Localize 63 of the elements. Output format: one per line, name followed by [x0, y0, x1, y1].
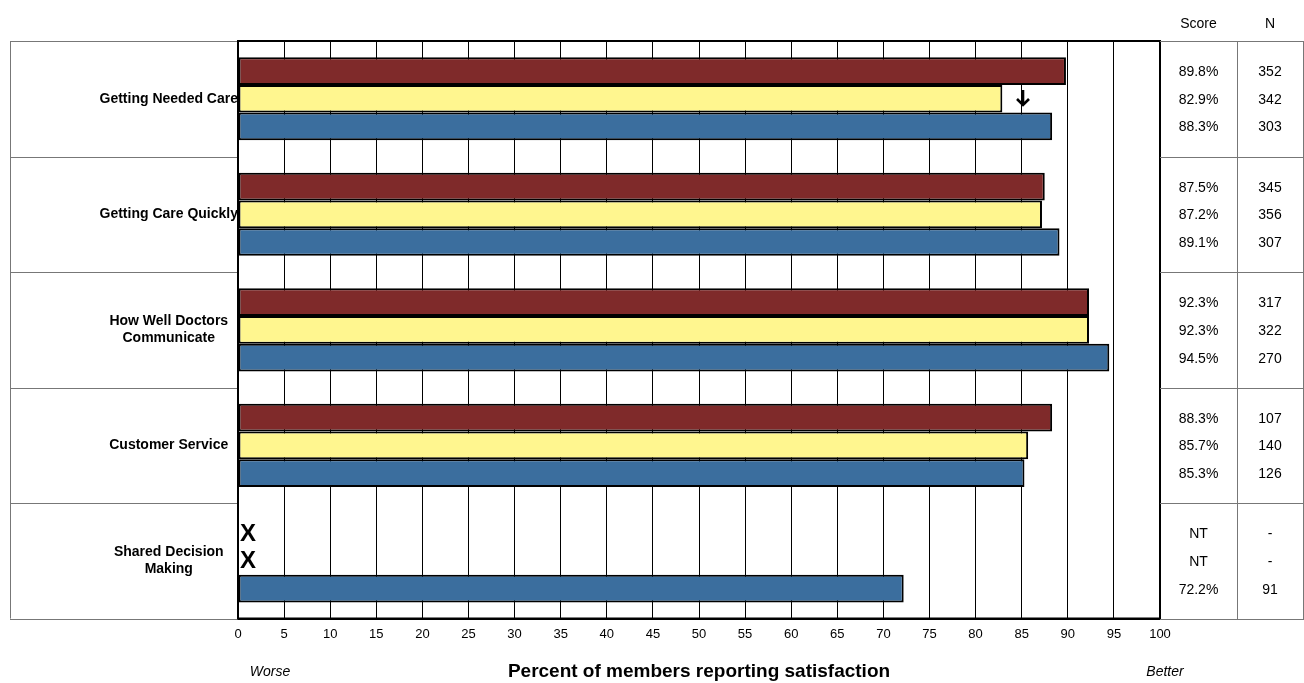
text: 87.2%	[1178, 206, 1219, 223]
x-tick-label: 70	[876, 625, 891, 641]
x-tick-label: 85	[1014, 625, 1029, 641]
y-tick-label: How Well Doctors Communicate	[109, 312, 229, 346]
x-tick-label: 30	[507, 625, 522, 641]
x-tick-label: 45	[645, 625, 661, 641]
x-tick-label: 35	[553, 625, 568, 641]
text: 82.9%	[1178, 90, 1219, 107]
text: 89.8%	[1178, 63, 1219, 80]
text: Score	[1180, 15, 1217, 31]
text: 270	[1258, 349, 1282, 366]
x-tick-label: 0	[234, 625, 242, 641]
y-tick-label: Customer Service	[109, 436, 229, 453]
text: 356	[1258, 206, 1282, 223]
x-tick-label: 100	[1149, 625, 1171, 641]
text: 126	[1258, 465, 1282, 482]
text: 89.1%	[1178, 234, 1219, 250]
text: 322	[1258, 321, 1282, 338]
text: 85.7%	[1178, 437, 1219, 454]
x-tick-label: 50	[691, 625, 707, 641]
y-tick-label: Shared Decision Making	[113, 543, 224, 577]
annotation: X	[240, 518, 257, 546]
text: 352	[1258, 63, 1282, 80]
x-tick-label: 20	[415, 625, 430, 641]
text: -	[1267, 552, 1273, 569]
x-tick-label: 40	[599, 625, 615, 641]
x-axis-title: Percent of members reporting satisfaction	[507, 659, 891, 681]
x-tick-label: 90	[1060, 625, 1076, 641]
text: 72.2%	[1178, 580, 1219, 597]
text: 303	[1258, 118, 1282, 135]
text: NT	[1189, 525, 1208, 542]
x-tick-label: 25	[461, 625, 476, 641]
text: 342	[1258, 90, 1282, 107]
text: 317	[1258, 294, 1282, 311]
text: 92.3%	[1178, 294, 1219, 311]
text: 345	[1258, 178, 1282, 195]
text: 92.3%	[1178, 321, 1219, 338]
x-tick-label: 75	[922, 625, 937, 641]
text: 88.3%	[1178, 118, 1219, 135]
text: 85.3%	[1178, 465, 1219, 482]
text: 91	[1262, 580, 1278, 597]
x-tick-label: 95	[1106, 625, 1122, 641]
text: Worse	[249, 662, 291, 679]
x-tick-label: 65	[830, 625, 845, 641]
x-tick-label: 15	[369, 625, 384, 641]
x-tick-label: 10	[322, 625, 338, 641]
text: 88.3%	[1178, 409, 1219, 426]
text: NT	[1189, 552, 1208, 569]
annotation: X	[240, 546, 257, 574]
text: 94.5%	[1178, 349, 1219, 366]
y-tick-label: Getting Care Quickly	[99, 205, 239, 222]
y-tick-label: Getting Needed Care	[99, 89, 239, 106]
x-tick-label: 55	[737, 625, 753, 641]
x-tick-label: 60	[783, 625, 799, 641]
text: 87.5%	[1178, 178, 1219, 195]
text: 140	[1258, 437, 1282, 454]
text: Better	[1146, 662, 1186, 679]
x-tick-label: 80	[968, 625, 983, 641]
text: 107	[1258, 409, 1282, 426]
text: -	[1267, 525, 1273, 542]
x-tick-label: 5	[280, 625, 288, 641]
text: 307	[1258, 234, 1282, 250]
text: N	[1264, 15, 1276, 31]
